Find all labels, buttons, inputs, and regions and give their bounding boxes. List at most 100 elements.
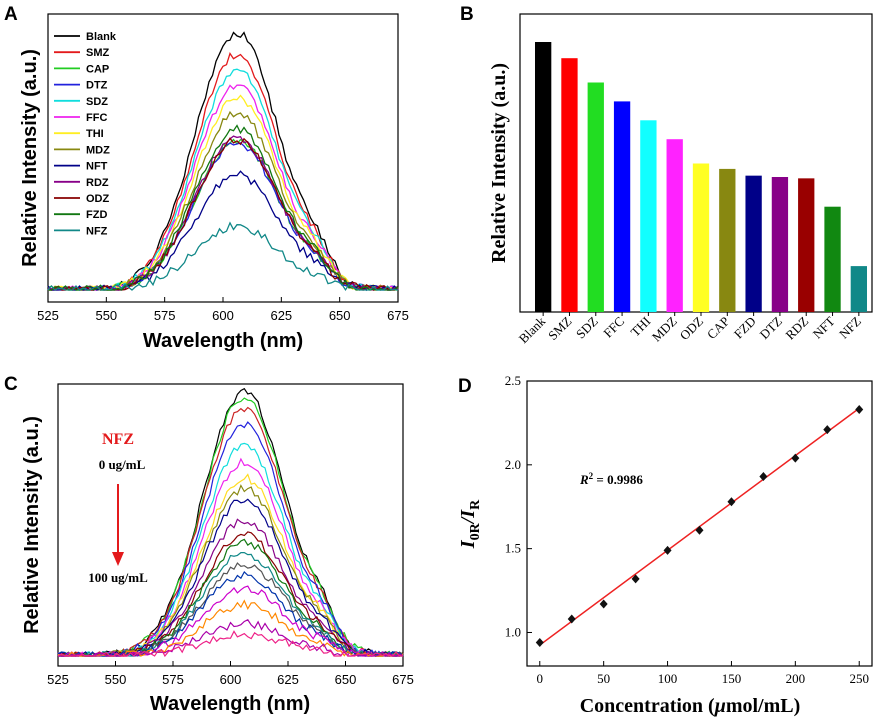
b-bar-ffc [613, 101, 631, 313]
annotation-nfz: NFZ [102, 431, 134, 448]
a-legend-label: DTZ [86, 80, 108, 92]
panel-d-ylabel: I0R/IR [457, 499, 483, 549]
b-bar-cap [719, 168, 736, 312]
d-data-point [599, 599, 608, 609]
panel-b-label: B [460, 4, 474, 25]
b-bar-blank [534, 42, 552, 312]
panel-a-ylabel: Relative Intensity (a.u.) [19, 49, 41, 267]
panel-a-x-ticks: 525 550 575 600 625 650 675 [37, 297, 409, 323]
b-category-label: NFT [810, 313, 838, 341]
d-data-point [823, 425, 832, 435]
b-category-label: CAP [704, 314, 732, 342]
c-x-tick-label: 575 [162, 672, 184, 687]
d-data-point [791, 453, 800, 463]
panel-d-points [535, 405, 864, 648]
b-bar-nfz [850, 266, 868, 312]
c-x-tick-label: 600 [220, 672, 242, 687]
d-data-point [663, 545, 672, 555]
a-x-tick-label: 675 [387, 308, 409, 323]
panel-d-frame [526, 380, 873, 667]
annotation-arrow-head [112, 552, 124, 566]
d-data-point [727, 497, 736, 507]
annotation-start: 0 ug/mL [99, 457, 146, 472]
d-x-tick-label: 0 [537, 671, 544, 686]
panel-a-curves [47, 31, 399, 292]
c-curve [58, 585, 404, 657]
a-x-tick-label: 625 [270, 308, 292, 323]
b-bar-dtz [771, 177, 789, 312]
c-curve [57, 442, 404, 657]
a-legend-label: Blank [86, 31, 117, 43]
b-category-label: SDZ [573, 313, 601, 341]
a-legend-label: THI [86, 128, 104, 140]
d-data-point [759, 472, 768, 482]
b-category-label: MDZ [649, 313, 680, 344]
d-x-tick-label: 250 [849, 671, 869, 686]
c-x-tick-label: 675 [392, 672, 414, 687]
d-x-tick-label: 100 [658, 671, 678, 686]
panel-a-legend: Blank SMZ CAP DTZ SDZ FFC THI MDZ NFT RDZ ODZ FZD NF… [54, 31, 117, 237]
panel-a-xlabel: Wavelength (nm) [143, 330, 303, 352]
a-x-tick-label: 550 [95, 308, 117, 323]
b-bar-thi [640, 120, 657, 312]
panel-d-xlabel: Concentration (μmol/mL) [580, 695, 801, 717]
a-legend-label: FFC [86, 112, 107, 124]
a-legend-label: MDZ [86, 144, 110, 156]
panel-c-xlabel: Wavelength (nm) [150, 693, 310, 715]
b-bar-rdz [798, 178, 815, 312]
b-category-label: NFZ [836, 313, 864, 341]
c-x-tick-label: 625 [277, 672, 299, 687]
c-x-tick-label: 650 [335, 672, 357, 687]
d-data-point [631, 574, 640, 584]
a-legend-label: RDZ [86, 177, 109, 189]
a-legend-label: NFZ [86, 225, 108, 237]
panel-a: A 525 550 575 600 625 650 675 Blank SMZ CAP DTZ SD… [4, 4, 409, 352]
panel-c-ylabel: Relative Intensity (a.u.) [21, 416, 43, 634]
b-bar-odz [692, 163, 710, 312]
b-bar-smz [561, 58, 578, 313]
b-category-label: RDZ [782, 313, 811, 342]
a-series-nfz [47, 221, 399, 291]
b-bar-sdz [587, 82, 604, 312]
c-curve [57, 518, 404, 657]
b-category-label: Blank [516, 313, 549, 346]
b-category-label: DTZ [757, 313, 786, 342]
c-curve [57, 630, 403, 658]
d-y-tick-label: 2.0 [505, 457, 521, 472]
d-data-point [535, 638, 544, 648]
d-data-point [567, 614, 576, 624]
panel-c: C 525 550 575 600 625 650 675 NFZ 0 ug/mL 100 … [4, 374, 414, 715]
b-category-label: SMZ [545, 313, 575, 343]
a-legend-label: CAP [86, 63, 109, 75]
b-category-label: FZD [731, 314, 759, 342]
c-curve [57, 473, 404, 657]
b-bar-nft [824, 206, 841, 312]
a-x-tick-label: 525 [37, 308, 59, 323]
panel-d: D 0 50 100 150 200 250 1.0 1.5 2.0 2.5 R2 = 0.998… [457, 373, 873, 717]
panel-d-label: D [458, 376, 472, 397]
r2-annotation: R2 = 0.9986 [579, 471, 643, 487]
d-y-tick-label: 1.0 [505, 624, 521, 639]
a-x-tick-label: 575 [154, 308, 176, 323]
panel-b-ylabel: Relative Intensity (a.u.) [488, 63, 510, 263]
d-y-tick-label: 1.5 [505, 541, 521, 556]
d-y-tick-label: 2.5 [505, 373, 521, 388]
panel-c-curves [57, 387, 404, 658]
b-bar-fzd [745, 175, 762, 312]
a-legend-label: ODZ [86, 193, 110, 205]
d-data-point [855, 405, 864, 414]
d-x-tick-label: 200 [786, 671, 806, 686]
c-x-tick-label: 525 [47, 672, 69, 687]
a-x-tick-label: 650 [329, 308, 351, 323]
c-x-tick-label: 550 [105, 672, 127, 687]
a-legend-label: SDZ [86, 96, 108, 108]
panel-c-label: C [4, 374, 18, 395]
b-category-label: ODZ [677, 313, 707, 343]
d-x-tick-label: 150 [722, 671, 742, 686]
c-curve [57, 498, 404, 657]
panel-d-ticks: 0 50 100 150 200 250 1.0 1.5 2.0 2.5 [505, 373, 869, 686]
panel-b-bars [534, 42, 868, 313]
panel-c-x-ticks: 525 550 575 600 625 650 675 [47, 661, 414, 687]
